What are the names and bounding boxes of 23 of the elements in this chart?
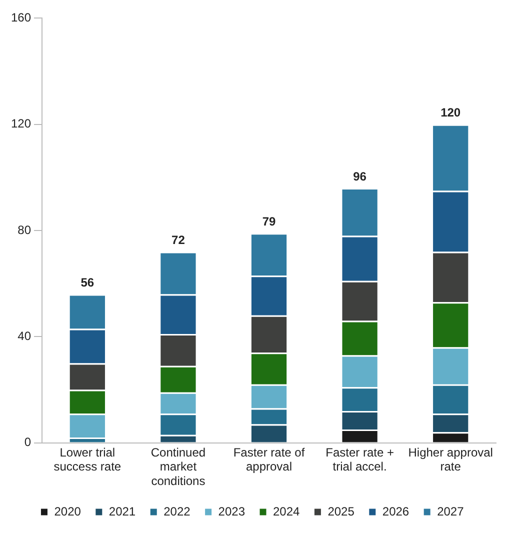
x-tick-label: Continued market conditions — [150, 445, 206, 488]
y-tick-label: 80 — [18, 222, 32, 237]
total-label: 72 — [172, 233, 186, 248]
legend-label: 2021 — [108, 504, 136, 518]
y-tick-label: 0 — [24, 435, 32, 450]
legend-label: 2027 — [437, 504, 464, 518]
x-tick-label: Faster rate of approval — [233, 445, 306, 474]
x-tick-label: Faster rate + trial accel. — [326, 445, 394, 474]
y-tick-label: 40 — [18, 328, 32, 343]
legend-label: 2026 — [382, 504, 410, 518]
legend-label: 2023 — [218, 504, 246, 518]
total-label: 120 — [440, 106, 461, 120]
legend-label: 2020 — [54, 504, 82, 518]
x-tick-label: Lower trial success rate — [54, 445, 122, 474]
x-tick-label: Higher approval rate — [408, 445, 493, 474]
total-label: 79 — [262, 214, 276, 228]
legend-label: 2025 — [328, 504, 355, 518]
legend-label: 2024 — [273, 504, 300, 518]
legend-label: 2022 — [164, 504, 191, 518]
y-tick-label: 120 — [10, 116, 32, 131]
y-tick-label: 160 — [10, 10, 32, 25]
total-label: 96 — [353, 169, 367, 184]
total-label: 56 — [80, 276, 94, 290]
